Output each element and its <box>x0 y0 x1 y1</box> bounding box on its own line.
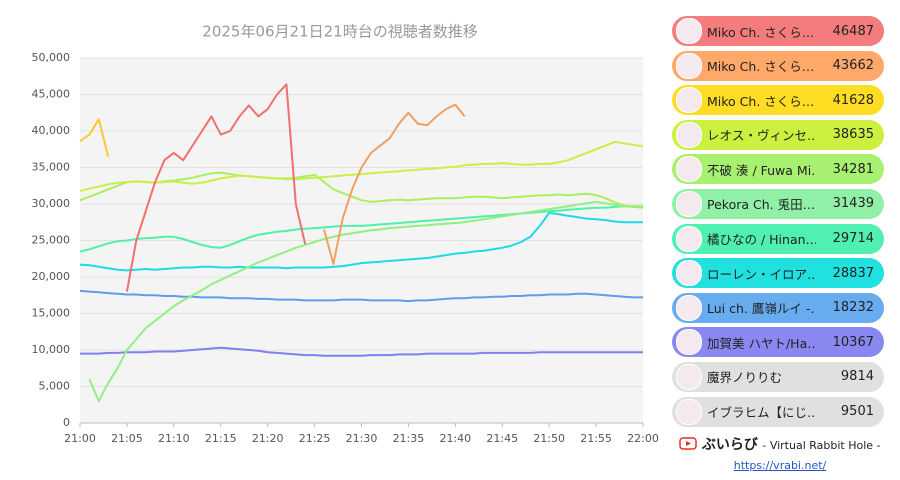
channel-name: 橘ひなの / Hinan… <box>707 232 816 248</box>
peak-value: 41628 <box>832 92 874 108</box>
y-tick-label: 50,000 <box>32 51 71 64</box>
x-tick-label: 21:10 <box>158 432 190 445</box>
x-tick-label: 21:30 <box>346 432 378 445</box>
ranking-item: Pekora Ch. 兎田… 31439 <box>672 188 884 219</box>
peak-value: 10367 <box>832 334 874 350</box>
chart: 2025年06月21日21時台の視聴者数推移 0 5,000 10,000 15,00… <box>32 23 659 446</box>
series-line <box>79 289 643 303</box>
avatar <box>676 260 702 287</box>
avatar <box>676 294 702 321</box>
channel-name: イブラヒム【にじ… <box>707 405 816 421</box>
x-tick-label: 21:40 <box>439 432 471 445</box>
avatar <box>676 121 702 148</box>
channel-name: Pekora Ch. 兎田… <box>707 197 816 213</box>
series-line <box>79 211 643 272</box>
x-tick-label: 21:50 <box>533 432 565 445</box>
peak-value: 34281 <box>832 161 874 177</box>
y-tick-label: 40,000 <box>32 124 71 137</box>
y-tick-label: 35,000 <box>32 161 71 174</box>
x-tick-label: 22:00 <box>627 432 659 445</box>
ranking-item: Miko Ch. さくら… 43662 <box>672 50 884 81</box>
x-tick-label: 21:15 <box>205 432 237 445</box>
ranking-item: Miko Ch. さくら… 41628 <box>672 85 884 116</box>
channel-name: 不破 湊 / Fuwa Mi… <box>707 162 816 178</box>
peak-value: 43662 <box>832 58 874 74</box>
peak-value: 9814 <box>840 369 874 385</box>
x-tick-label: 21:45 <box>486 432 518 445</box>
tagline: - Virtual Rabbit Hole - <box>762 439 881 452</box>
y-tick-label: 20,000 <box>32 270 71 283</box>
avatar <box>676 329 702 356</box>
peak-value: 28837 <box>832 265 874 281</box>
y-tick-label: 0 <box>63 416 70 429</box>
channel-name: Lui ch. 鷹嶺ルイ -… <box>707 301 816 317</box>
x-tick-label: 21:35 <box>393 432 425 445</box>
channel-name: Miko Ch. さくら… <box>707 24 815 40</box>
avatar <box>676 225 702 252</box>
x-tick-label: 21:20 <box>252 432 284 445</box>
x-tick-label: 21:25 <box>299 432 331 445</box>
site-link[interactable]: https://vrabi.net/ <box>733 459 827 472</box>
avatar <box>676 398 702 425</box>
series-line <box>80 346 643 357</box>
ranking-item: イブラヒム【にじ… 9501 <box>672 396 884 427</box>
ranking-item: レオス・ヴィンセ… 38635 <box>672 119 884 150</box>
brand-row: ぶいらび - Virtual Rabbit Hole - <box>660 434 900 454</box>
peak-value: 9501 <box>840 404 874 420</box>
ranking-item: ローレン・イロア… 28837 <box>672 258 884 289</box>
series-line <box>88 200 644 403</box>
channel-name: レオス・ヴィンセ… <box>707 128 816 144</box>
ranking-item: Miko Ch. さくら… 46487 <box>672 16 884 46</box>
x-tick-label: 21:00 <box>64 432 96 445</box>
ranking-item: 加賀美 ハヤト/Ha… 10367 <box>672 327 884 358</box>
brand: ぶいらび <box>701 437 758 453</box>
peak-value: 29714 <box>832 231 874 247</box>
avatar <box>676 52 702 79</box>
y-tick-label: 30,000 <box>32 197 71 210</box>
y-tick-label: 45,000 <box>32 88 71 101</box>
peak-value: 31439 <box>832 196 874 212</box>
y-tick-label: 10,000 <box>32 343 71 356</box>
ranking: Miko Ch. さくら… 46487 Miko Ch. さくら… 43662 Miko… <box>672 16 884 432</box>
y-tick-label: 5,000 <box>39 380 71 393</box>
footer: ぶいらび - Virtual Rabbit Hole - https://vra… <box>660 432 900 480</box>
x-tick-label: 21:55 <box>580 432 612 445</box>
channel-name: ローレン・イロア… <box>707 266 816 282</box>
x-tick-label: 21:05 <box>111 432 143 445</box>
y-tick-label: 25,000 <box>32 234 71 247</box>
channel-name: 魔界ノりりむ <box>707 370 783 386</box>
avatar <box>676 190 702 217</box>
avatar <box>676 18 702 44</box>
series-line <box>79 205 643 253</box>
ranking-item: 不破 湊 / Fuwa Mi… 34281 <box>672 154 884 185</box>
series-line <box>79 140 644 192</box>
ranking-item: Lui ch. 鷹嶺ルイ -… 18232 <box>672 292 884 323</box>
peak-value: 46487 <box>832 23 874 39</box>
avatar <box>676 87 702 114</box>
logo <box>679 437 698 450</box>
series-line <box>125 83 307 292</box>
channel-name: 加賀美 ハヤト/Ha… <box>707 335 816 351</box>
peak-value: 18232 <box>832 300 874 316</box>
channel-name: Miko Ch. さくら… <box>707 93 815 109</box>
chart-title: 2025年06月21日21時台の視聴者数推移 <box>202 23 477 41</box>
peak-value: 38635 <box>832 127 874 143</box>
series-line <box>323 103 466 265</box>
ranking-item: 橘ひなの / Hinan… 29714 <box>672 223 884 254</box>
series-line <box>79 118 110 157</box>
avatar <box>676 156 702 183</box>
channel-name: Miko Ch. さくら… <box>707 59 815 75</box>
y-tick-label: 15,000 <box>32 307 71 320</box>
ranking-item: 魔界ノりりむ 9814 <box>672 361 884 392</box>
avatar <box>676 363 702 390</box>
